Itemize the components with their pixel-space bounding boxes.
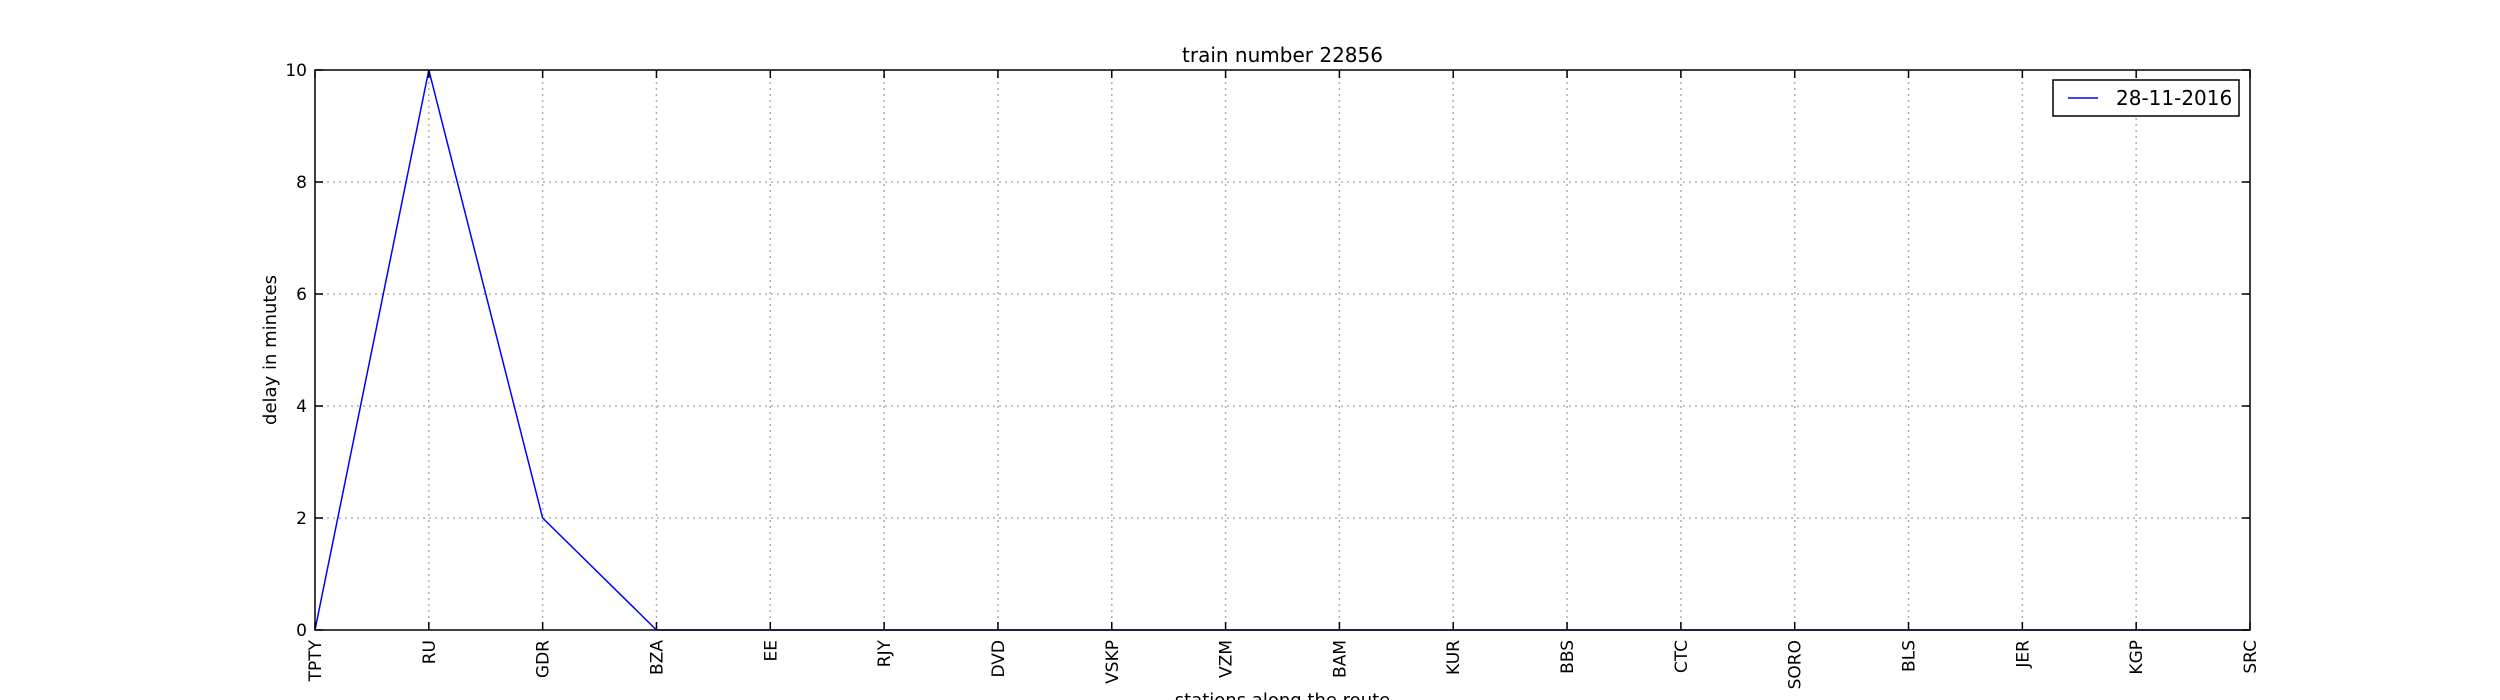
x-tick-label: BLS bbox=[1900, 640, 1920, 672]
series-layer bbox=[314, 69, 2250, 631]
y-tick-label: 8 bbox=[296, 173, 307, 193]
x-tick-label: RU bbox=[420, 640, 440, 664]
y-tick-label: 10 bbox=[285, 61, 307, 81]
x-tick-label: JER bbox=[2013, 640, 2033, 669]
legend: 28-11-2016 bbox=[2052, 79, 2240, 117]
tick-labels: TPTY RU GDR BZA EE RJY DVD VSKP VZM BAM KUR BBS CTC S… bbox=[285, 61, 2261, 689]
x-tick-label: DVD bbox=[989, 640, 1009, 678]
x-tick-label: VSKP bbox=[1103, 640, 1123, 684]
x-tick-label: BBS bbox=[1558, 640, 1578, 674]
x-tick-label: SRC bbox=[2241, 640, 2261, 674]
x-tick-label: CTC bbox=[1672, 640, 1692, 673]
x-axis-label: stations along the route bbox=[1175, 690, 1390, 700]
x-tick-label: TPTY bbox=[306, 639, 326, 682]
y-tick-label: 2 bbox=[296, 509, 307, 529]
x-tick-label: BZA bbox=[647, 640, 667, 675]
series-line bbox=[314, 69, 2250, 631]
y-tick-label: 4 bbox=[296, 397, 307, 417]
x-tick-label: VZM bbox=[1217, 640, 1237, 678]
x-tick-label: GDR bbox=[534, 640, 554, 678]
legend-label: 28-11-2016 bbox=[2116, 86, 2232, 110]
x-tick-label: BAM bbox=[1330, 640, 1350, 678]
chart-title: train number 22856 bbox=[1182, 43, 1383, 67]
x-tick-label: RJY bbox=[875, 639, 895, 667]
x-tick-label: SORO bbox=[1786, 640, 1806, 689]
y-axis-label: delay in minutes bbox=[260, 275, 281, 425]
ticks bbox=[314, 69, 2251, 631]
plot-frame bbox=[314, 69, 2251, 631]
x-tick-label: EE bbox=[761, 640, 781, 661]
y-tick-label: 6 bbox=[296, 285, 307, 305]
x-tick-label: KUR bbox=[1444, 640, 1464, 675]
grid bbox=[315, 70, 2250, 630]
y-tick-label: 0 bbox=[296, 621, 307, 641]
x-tick-label: KGP bbox=[2127, 640, 2147, 675]
